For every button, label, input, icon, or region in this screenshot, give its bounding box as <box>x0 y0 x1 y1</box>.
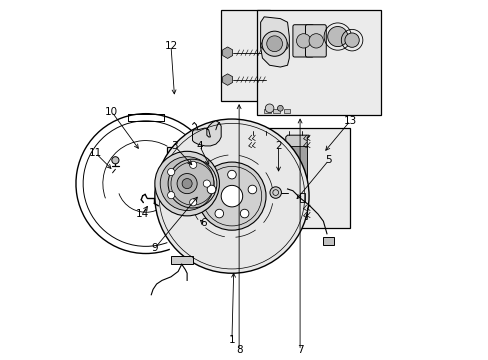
FancyBboxPatch shape <box>292 25 313 57</box>
Text: 11: 11 <box>89 148 102 158</box>
Circle shape <box>221 185 242 207</box>
Polygon shape <box>249 135 273 220</box>
Circle shape <box>112 157 119 164</box>
Text: 10: 10 <box>105 107 118 117</box>
Bar <box>300 193 305 202</box>
Circle shape <box>266 36 282 51</box>
Circle shape <box>155 119 308 273</box>
Polygon shape <box>285 135 308 220</box>
FancyBboxPatch shape <box>305 25 325 57</box>
Bar <box>257 10 380 116</box>
Circle shape <box>167 168 174 176</box>
Circle shape <box>189 199 196 206</box>
Circle shape <box>261 41 269 50</box>
Text: 8: 8 <box>235 345 242 355</box>
Circle shape <box>281 43 285 48</box>
Circle shape <box>198 162 265 230</box>
Circle shape <box>182 179 192 189</box>
Text: 1: 1 <box>228 334 235 345</box>
Circle shape <box>189 161 196 168</box>
Bar <box>249 146 271 214</box>
Text: 12: 12 <box>164 41 177 50</box>
Bar <box>285 146 306 214</box>
Bar <box>171 256 192 264</box>
Text: 9: 9 <box>151 243 158 253</box>
Text: 7: 7 <box>296 345 303 355</box>
Polygon shape <box>192 121 221 146</box>
Circle shape <box>296 34 310 48</box>
Circle shape <box>327 27 347 46</box>
Text: 5: 5 <box>325 155 331 165</box>
Circle shape <box>279 41 287 50</box>
Bar <box>323 237 333 244</box>
Circle shape <box>262 31 286 56</box>
Bar <box>273 109 279 113</box>
Circle shape <box>269 187 281 198</box>
Circle shape <box>227 170 236 179</box>
Bar <box>221 10 269 101</box>
Bar <box>167 147 226 219</box>
Text: 3: 3 <box>171 141 178 151</box>
Circle shape <box>308 34 323 48</box>
Circle shape <box>277 105 283 111</box>
Circle shape <box>167 192 174 199</box>
Circle shape <box>207 185 215 194</box>
Circle shape <box>203 180 210 187</box>
Text: 4: 4 <box>196 141 203 151</box>
Circle shape <box>160 157 214 211</box>
Bar <box>264 109 270 113</box>
Bar <box>284 109 290 113</box>
Circle shape <box>344 33 359 47</box>
Circle shape <box>263 43 267 48</box>
Circle shape <box>155 151 219 216</box>
Text: 6: 6 <box>200 218 206 228</box>
Circle shape <box>177 174 197 194</box>
Circle shape <box>247 185 256 194</box>
Text: 13: 13 <box>343 116 356 126</box>
Bar <box>242 128 349 228</box>
Text: 2: 2 <box>275 141 281 151</box>
Polygon shape <box>260 17 289 67</box>
Circle shape <box>240 209 248 218</box>
Text: 14: 14 <box>135 209 149 219</box>
Circle shape <box>265 104 273 113</box>
Circle shape <box>215 209 223 218</box>
